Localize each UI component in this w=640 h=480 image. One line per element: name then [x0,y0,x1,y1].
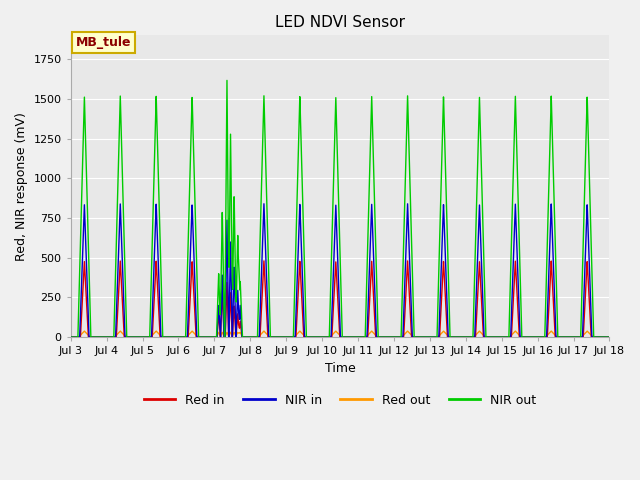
Y-axis label: Red, NIR response (mV): Red, NIR response (mV) [15,112,28,261]
Text: MB_tule: MB_tule [76,36,132,49]
Title: LED NDVI Sensor: LED NDVI Sensor [275,15,405,30]
Legend: Red in, NIR in, Red out, NIR out: Red in, NIR in, Red out, NIR out [139,389,541,412]
X-axis label: Time: Time [324,362,355,375]
